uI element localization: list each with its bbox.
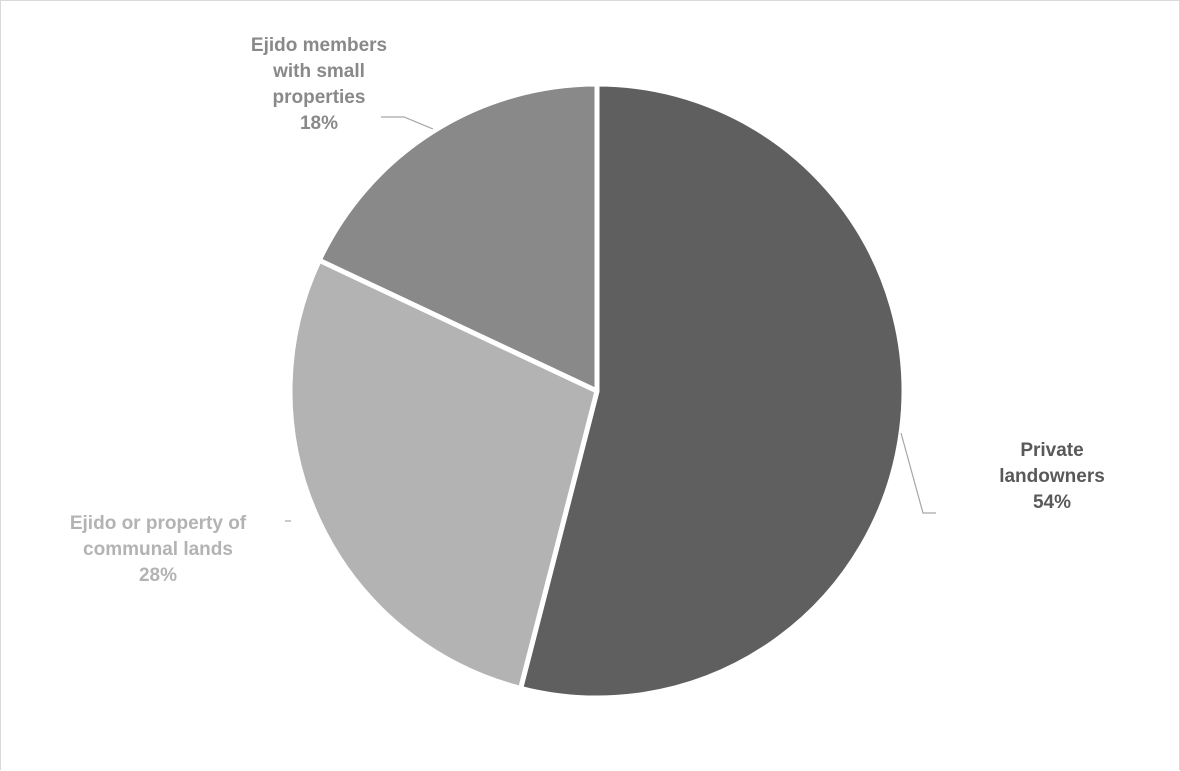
leader-lines <box>285 116 936 522</box>
slice-label-2: Ejido or property of communal lands 28% <box>70 513 247 586</box>
pie-slice-3 <box>316 81 600 394</box>
slice-percent-label: 28% <box>139 565 177 586</box>
slice-category-label: Private <box>1020 440 1083 461</box>
slice-percent-label: 18% <box>300 113 338 134</box>
slice-label-1: Private landowners 54% <box>999 440 1105 513</box>
slice-label-3: Ejido members with small properties 18% <box>251 35 387 134</box>
slice-category-label: Ejido or property of <box>70 513 247 534</box>
leader-line-3 <box>381 116 434 130</box>
slice-category-label: Ejido members <box>251 35 387 56</box>
pie-slice-2 <box>287 257 600 691</box>
slice-category-label: with small <box>272 61 365 82</box>
slice-percent-label: 54% <box>1033 492 1071 513</box>
leader-line-1 <box>900 432 936 514</box>
slice-category-label: landowners <box>999 466 1105 487</box>
pie-slice-1 <box>518 81 907 701</box>
slice-category-label: properties <box>273 87 366 108</box>
pie-slices <box>287 81 907 701</box>
slice-category-label: communal lands <box>83 539 233 560</box>
slice-labels: Private landowners 54% Ejido or property of… <box>70 35 1105 586</box>
